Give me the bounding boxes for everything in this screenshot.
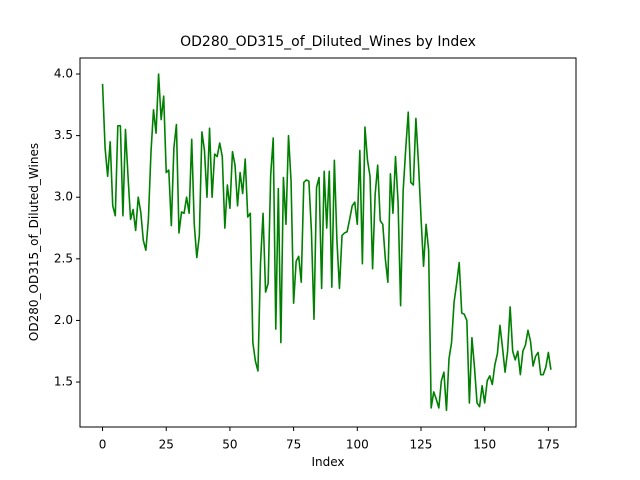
plot-frame bbox=[79, 57, 577, 428]
x-tick-label: 50 bbox=[222, 438, 237, 452]
x-tick-label: 150 bbox=[473, 438, 496, 452]
y-tick-label: 3.5 bbox=[54, 128, 73, 142]
x-tick-label: 75 bbox=[286, 438, 301, 452]
x-tick-label: 25 bbox=[159, 438, 174, 452]
x-tick-label: 175 bbox=[537, 438, 560, 452]
x-axis-label: Index bbox=[311, 455, 344, 469]
y-tick-label: 3.0 bbox=[54, 190, 73, 204]
data-line bbox=[101, 73, 552, 412]
y-tick-label: 2.5 bbox=[54, 251, 73, 265]
x-tick-label: 0 bbox=[99, 438, 107, 452]
y-tick-label: 1.5 bbox=[54, 375, 73, 389]
y-tick-label: 2.0 bbox=[54, 313, 73, 327]
x-tick-label: 125 bbox=[410, 438, 433, 452]
y-axis-label: OD280_OD315_of_Diluted_Wines bbox=[27, 143, 41, 341]
chart-title: OD280_OD315_of_Diluted_Wines by Index bbox=[180, 34, 476, 50]
x-tick-label: 100 bbox=[346, 438, 369, 452]
y-tick-label: 4.0 bbox=[54, 67, 73, 81]
